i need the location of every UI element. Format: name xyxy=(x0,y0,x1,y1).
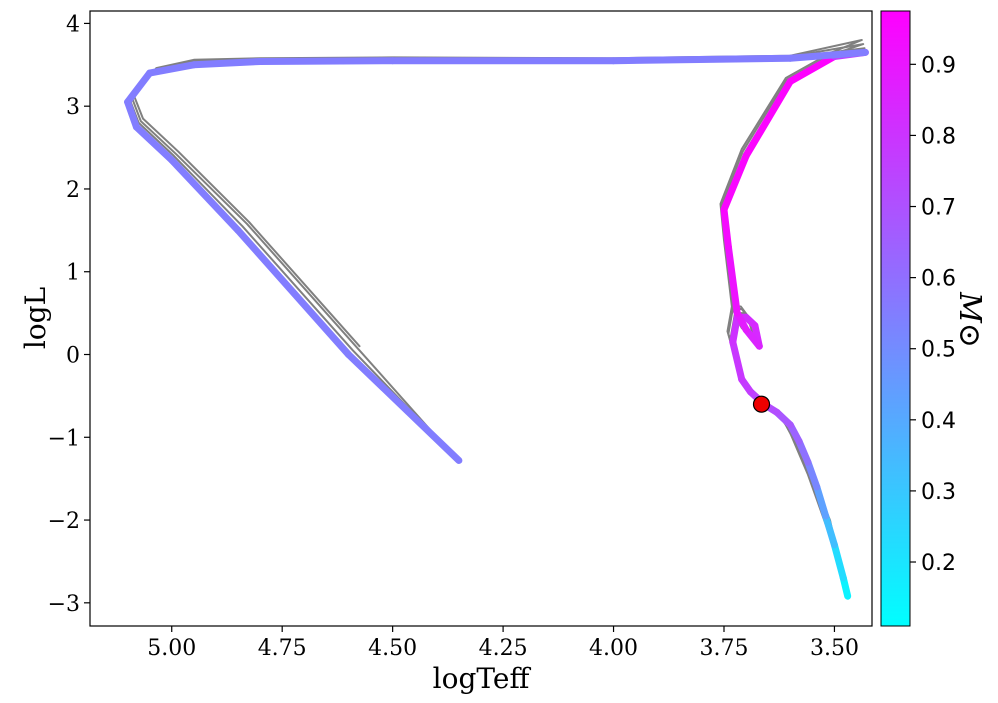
y-tick-label: 2 xyxy=(66,178,80,203)
mass-track-segment xyxy=(795,437,812,466)
y-axis-ticks: −3 −2 −1 0 1 2 3 4 xyxy=(48,12,90,617)
colorbar-tick-label: 0.7 xyxy=(921,196,956,221)
x-tick-label: 4.00 xyxy=(589,636,638,661)
gray-track-layer xyxy=(126,39,867,598)
mass-track-segment xyxy=(742,326,763,350)
x-tick-label: 3.75 xyxy=(700,636,749,661)
y-tick-label: 0 xyxy=(66,344,80,369)
colorbar-frame xyxy=(880,10,911,627)
marker-layer xyxy=(752,395,771,413)
colorbar-tick-label: 0.8 xyxy=(921,124,956,149)
y-axis-title: logL xyxy=(19,287,52,349)
y-tick-label: 1 xyxy=(66,261,80,286)
y-tick-label: −1 xyxy=(48,426,80,451)
mass-track-segment xyxy=(345,351,463,464)
y-tick-label: 3 xyxy=(66,95,80,120)
mass-track-segment xyxy=(786,48,869,62)
mass-track-segment xyxy=(610,54,794,65)
mass-track-segment xyxy=(822,512,838,549)
mass-track-segment xyxy=(786,53,838,85)
y-tick-label: −3 xyxy=(48,592,80,617)
mass-track-segment xyxy=(124,98,140,131)
colorbar-tick-label: 0.3 xyxy=(921,480,956,505)
colorbar-tick-label: 0.2 xyxy=(921,551,956,576)
mass-track-layer xyxy=(124,48,869,600)
y-tick-label: 4 xyxy=(66,12,80,37)
colorbar-tick-label: 0.6 xyxy=(921,267,956,292)
colorbar-tick-label: 0.5 xyxy=(921,338,956,363)
mass-track-segment xyxy=(813,483,830,520)
mass-track-segment xyxy=(720,206,732,251)
colorbar-tick-label: 0.9 xyxy=(921,53,956,78)
mass-track-segment xyxy=(804,458,821,491)
mass-track-segment xyxy=(146,61,198,77)
mass-track-segment xyxy=(234,226,352,358)
x-axis-ticks: 5.00 4.75 4.50 4.25 4.00 3.75 3.50 xyxy=(147,626,859,661)
colorbar xyxy=(881,11,910,626)
mass-track-segment xyxy=(124,69,154,106)
mass-track-segment xyxy=(720,152,750,214)
y-tick-label: −2 xyxy=(48,509,80,534)
colorbar-title: M⊙ xyxy=(952,291,987,348)
mass-track-segment xyxy=(729,338,746,383)
colorbar-ticks: 0.2 0.3 0.4 0.5 0.6 0.7 0.8 0.9 xyxy=(910,53,956,576)
mass-track-segment xyxy=(256,57,397,65)
x-tick-label: 4.75 xyxy=(258,636,307,661)
gray-track-4 xyxy=(133,39,863,571)
mass-track-segment xyxy=(830,541,847,582)
mass-track-segment xyxy=(724,243,741,317)
mass-track-segment xyxy=(742,77,794,160)
colorbar-tick-label: 0.4 xyxy=(921,409,956,434)
gray-track-3 xyxy=(131,43,865,584)
x-tick-label: 4.50 xyxy=(368,636,417,661)
mass-track-segment xyxy=(190,58,264,69)
mass-track-segment xyxy=(168,156,242,234)
current-position-marker xyxy=(752,395,771,413)
mass-track-segment xyxy=(132,123,176,164)
plot-frame xyxy=(89,10,873,627)
x-tick-label: 5.00 xyxy=(147,636,196,661)
mass-track-segment xyxy=(729,313,741,346)
x-tick-label: 3.50 xyxy=(810,636,859,661)
x-tick-label: 4.25 xyxy=(479,636,528,661)
x-axis-title: logTeff xyxy=(433,662,532,695)
